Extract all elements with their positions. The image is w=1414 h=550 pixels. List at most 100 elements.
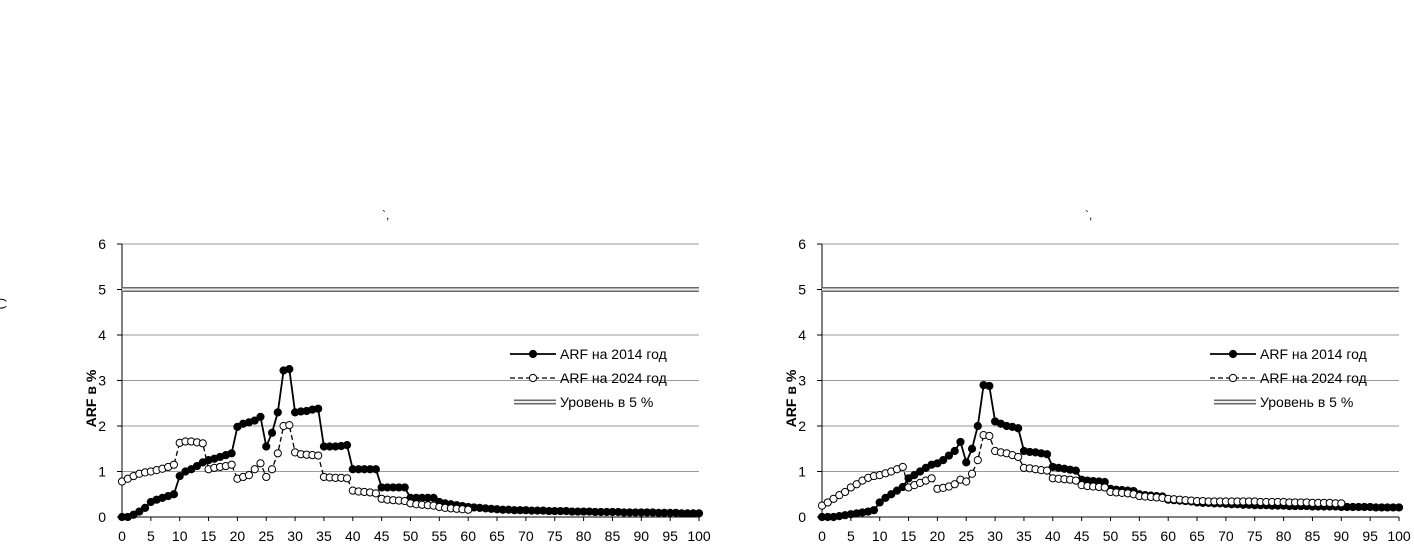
- y-tick-label: 6: [98, 236, 106, 252]
- arf-2024-point: [829, 494, 838, 503]
- x-tick-label: 15: [201, 528, 217, 544]
- x-tick-label: 40: [1045, 528, 1061, 544]
- arf-2014-point: [250, 416, 259, 425]
- arf-2014-point: [371, 465, 380, 474]
- legend-marker-arf-2024: [1228, 373, 1238, 383]
- arf-2024-point: [1014, 452, 1023, 462]
- arf-2014-point: [869, 506, 879, 515]
- y-tick-label: 3: [98, 373, 106, 389]
- arf-2024-point: [840, 487, 850, 497]
- y-tick-label: 0: [98, 509, 106, 525]
- x-tick-label: 50: [1103, 528, 1119, 544]
- x-tick-label: 85: [605, 528, 621, 544]
- arf-2014-point: [314, 404, 323, 413]
- arf-2014-point: [169, 490, 179, 499]
- legend-marker-arf-2014: [1228, 349, 1238, 359]
- arf-2024-point: [371, 489, 380, 498]
- legend-label: ARF на 2014 год: [560, 346, 667, 362]
- arf-2014-point: [939, 456, 948, 465]
- x-tick-label: 45: [1074, 528, 1090, 544]
- x-tick-label: 70: [518, 528, 534, 544]
- arf-2014-point: [1071, 466, 1080, 475]
- arf-2014-point: [910, 471, 919, 480]
- left-top-mark: `,: [382, 208, 389, 222]
- x-tick-label: 15: [901, 528, 917, 544]
- arf-2024-point: [227, 460, 236, 469]
- x-tick-label: 40: [345, 528, 361, 544]
- x-tick-label: 85: [1305, 528, 1321, 544]
- y-tick-label: 2: [798, 418, 806, 434]
- arf-2014-point: [342, 441, 352, 450]
- arf-2014-point: [950, 446, 959, 456]
- arf-2024-point: [273, 449, 282, 458]
- x-tick-label: 95: [1362, 528, 1378, 544]
- arf-2024-point: [314, 451, 323, 460]
- x-tick-label: 95: [662, 528, 678, 544]
- arf-2014-point: [1042, 450, 1052, 459]
- arf-2014-point: [140, 503, 150, 512]
- series-arf-2024: [817, 431, 1346, 510]
- x-tick-label: 10: [872, 528, 888, 544]
- x-tick-label: 30: [287, 528, 303, 544]
- arf-2024-point: [1337, 499, 1346, 508]
- arf-2024-point: [950, 480, 959, 489]
- x-tick-label: 20: [230, 528, 246, 544]
- y-tick-label: 4: [98, 327, 106, 343]
- legend: ARF на 2014 год ARF на 2024 год Уровень в …: [1210, 346, 1367, 410]
- arf-2024-point: [169, 460, 179, 469]
- arf-2024-point: [256, 459, 265, 468]
- x-tick-label: 0: [118, 528, 126, 544]
- arf-2014-point: [227, 449, 236, 458]
- arf-2014-point: [267, 428, 277, 437]
- x-tick-label: 35: [1016, 528, 1032, 544]
- arf-2024-point: [244, 471, 254, 480]
- arf-2024-point: [927, 474, 936, 483]
- y-tick-label: 4: [798, 327, 806, 343]
- x-tick-label: 0: [818, 528, 826, 544]
- arf-2014-point: [956, 437, 965, 447]
- x-tick-label: 75: [1247, 528, 1263, 544]
- legend-marker-arf-2014: [528, 349, 538, 359]
- x-tick-label: 65: [489, 528, 505, 544]
- legend-label: Уровень в 5 %: [560, 394, 653, 410]
- arf-2024-point: [985, 431, 994, 441]
- arf-2014-point: [881, 493, 890, 502]
- x-tick-label: 100: [1387, 528, 1411, 544]
- arf-2024-point: [1100, 483, 1109, 492]
- arf-2024-point: [285, 420, 294, 430]
- x-tick-label: 80: [1276, 528, 1292, 544]
- series-arf-2014: [117, 365, 704, 522]
- x-tick-label: 45: [374, 528, 390, 544]
- y-axis-label: ARF в %: [783, 369, 799, 427]
- arf-2014-point: [262, 442, 271, 451]
- x-tick-label: 90: [634, 528, 650, 544]
- arf-2014-point: [429, 493, 438, 502]
- arf-2014-point: [967, 444, 977, 453]
- arf-2014-point: [1014, 424, 1023, 433]
- x-tick-label: 50: [403, 528, 419, 544]
- y-tick-label: 1: [798, 464, 806, 480]
- arf-2024-point: [1071, 476, 1080, 485]
- y-tick-label: 2: [98, 418, 106, 434]
- x-tick-label: 10: [172, 528, 188, 544]
- y-tick-label: 6: [798, 236, 806, 252]
- y-tick-label: 1: [98, 464, 106, 480]
- arf-2014-point: [1394, 503, 1404, 512]
- arf-2024-point: [464, 505, 473, 514]
- arf-2024-point: [262, 472, 271, 482]
- arf-2014-point: [985, 381, 994, 391]
- arf-2024-point: [962, 477, 971, 486]
- x-tick-label: 75: [547, 528, 563, 544]
- series-arf-2024: [117, 420, 473, 514]
- x-tick-label: 100: [687, 528, 711, 544]
- arf-2024-point: [1042, 466, 1052, 475]
- legend-marker-arf-2024: [528, 373, 538, 383]
- arf-2024-point: [973, 456, 982, 465]
- arf-2024-point: [342, 474, 352, 483]
- arf-2014-point: [400, 483, 409, 492]
- x-tick-label: 90: [1334, 528, 1350, 544]
- arf-2024-point: [267, 465, 277, 474]
- x-tick-label: 55: [432, 528, 448, 544]
- arf-2014-point: [892, 486, 902, 495]
